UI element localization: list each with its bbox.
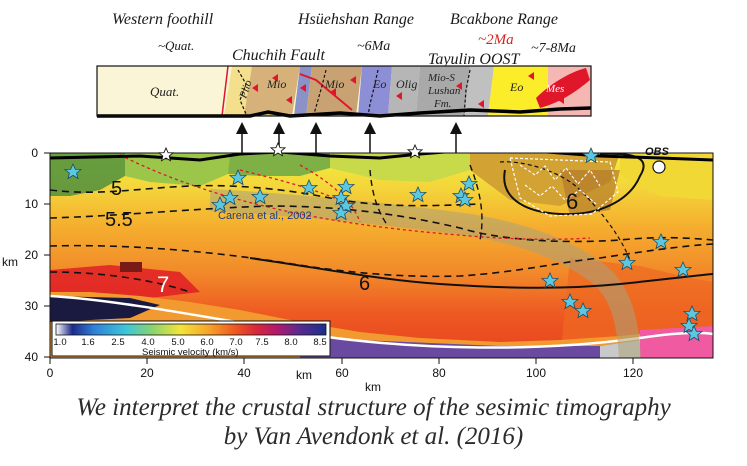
contour-label-6-north: 6 bbox=[566, 189, 578, 214]
geologic-strip bbox=[96, 65, 592, 118]
backbone-age-label: ~7-8Ma bbox=[531, 41, 576, 56]
unit-plio: Plio bbox=[237, 78, 255, 101]
y-axis bbox=[44, 152, 50, 358]
unit-olig: Olig bbox=[396, 77, 417, 91]
caption-line-1: We interpret the crustal structure of th… bbox=[76, 394, 671, 421]
caption-line-2: by Van Avendonk et al. (2016) bbox=[223, 423, 524, 450]
obs-label: OBS bbox=[645, 146, 670, 158]
colorbar-tick-4-0: 4.0 bbox=[141, 337, 154, 348]
y-tick-10: 10 bbox=[25, 197, 39, 211]
unit-eo-2: Eo bbox=[509, 80, 523, 94]
x-tick-40: 40 bbox=[237, 366, 251, 380]
x-tick-120: 120 bbox=[623, 366, 643, 380]
unit-mes: Mes bbox=[545, 83, 564, 95]
backbone-age-red-label: ~2Ma bbox=[478, 32, 514, 48]
unit-quat: Quat. bbox=[150, 84, 179, 99]
x-axis-unit-outer: km bbox=[365, 380, 381, 394]
y-tick-30: 30 bbox=[25, 299, 39, 313]
quat-age-label: ~Quat. bbox=[158, 38, 194, 53]
contour-label-6-south: 6 bbox=[359, 273, 370, 295]
unit-mio-2: Mio bbox=[324, 77, 344, 91]
contour-label-7: 7 bbox=[157, 272, 169, 297]
unit-mio-s: Mio-S bbox=[427, 72, 455, 84]
tayulin-oost-label: Tayulin OOST bbox=[428, 51, 521, 68]
projection-arrows bbox=[236, 122, 462, 155]
y-axis-unit: km bbox=[2, 255, 18, 269]
colorbar bbox=[51, 320, 331, 357]
contour-label-5: 5 bbox=[111, 178, 122, 200]
unit-lushan: Lushan bbox=[427, 85, 461, 97]
velocity-section bbox=[49, 152, 714, 359]
backbone-range-label: Bcakbone Range bbox=[450, 11, 558, 28]
y-tick-0: 0 bbox=[31, 146, 38, 160]
figure-caption: We interpret the crustal structure of th… bbox=[0, 393, 747, 451]
colorbar-tick-8-5: 8.5 bbox=[313, 337, 326, 348]
x-tick-60: 60 bbox=[335, 366, 349, 380]
x-axis bbox=[49, 358, 634, 364]
y-tick-20: 20 bbox=[25, 248, 39, 262]
x-tick-20: 20 bbox=[140, 366, 154, 380]
contour-label-5-5: 5.5 bbox=[105, 209, 133, 231]
unit-eo-1: Eo bbox=[372, 77, 386, 91]
station-stars bbox=[157, 141, 424, 162]
western-foothill-label: Western foothill bbox=[112, 11, 214, 28]
unit-fm: Fm. bbox=[433, 98, 451, 110]
earthquake-stars bbox=[63, 147, 704, 342]
unit-mio-1: Mio bbox=[266, 77, 286, 91]
x-tick-100: 100 bbox=[526, 366, 546, 380]
colorbar-tick-8-0: 8.0 bbox=[284, 337, 297, 348]
colorbar-tick-6-0: 6.0 bbox=[200, 337, 213, 348]
colorbar-tick-7-0: 7.0 bbox=[229, 337, 242, 348]
hsuehshan-age-label: ~6Ma bbox=[357, 39, 390, 54]
colorbar-tick-5-0: 5.0 bbox=[171, 337, 184, 348]
colorbar-tick-1-0: 1.0 bbox=[53, 337, 66, 348]
chuchih-fault-label: Chuchih Fault bbox=[232, 47, 325, 64]
x-axis-unit-inner: km bbox=[296, 368, 312, 382]
y-tick-40: 40 bbox=[25, 350, 39, 364]
x-tick-0: 0 bbox=[47, 366, 54, 380]
colorbar-tick-2-5: 2.5 bbox=[111, 337, 124, 348]
reference-label: Carena et al., 2002 bbox=[218, 210, 312, 222]
colorbar-tick-7-5: 7.5 bbox=[255, 337, 268, 348]
obs-marker bbox=[652, 160, 666, 174]
colorbar-title: Seismic velocity (km/s) bbox=[142, 347, 239, 358]
hsuehshan-range-label: Hsüehshan Range bbox=[297, 11, 414, 28]
colorbar-tick-1-6: 1.6 bbox=[81, 337, 94, 348]
x-tick-80: 80 bbox=[432, 366, 446, 380]
